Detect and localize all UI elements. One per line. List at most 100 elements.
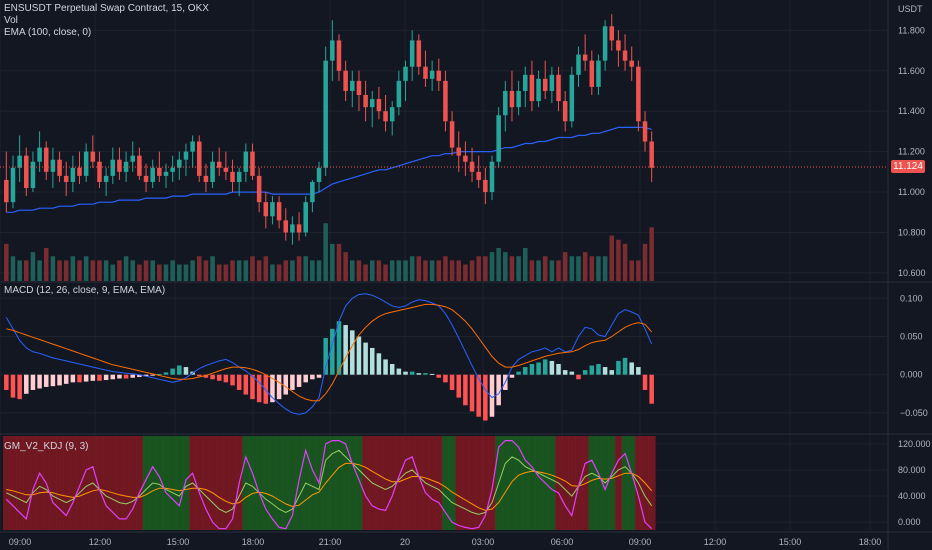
macd-histogram-bar xyxy=(236,374,242,390)
kdj-zone xyxy=(388,436,397,530)
candle-body xyxy=(496,115,501,162)
current-price-badge: 11.124 xyxy=(891,160,925,174)
candle-body xyxy=(290,224,295,233)
kdj-zone xyxy=(528,436,536,530)
volume-bar xyxy=(250,256,255,281)
candle-body xyxy=(183,151,189,160)
macd-histogram-bar xyxy=(556,363,561,375)
kdj-zone xyxy=(342,436,350,530)
volume-bar xyxy=(77,260,82,281)
volume-bar xyxy=(483,256,488,281)
kdj-zone xyxy=(455,436,463,530)
kdj-d-line xyxy=(6,462,653,511)
candle xyxy=(263,192,269,229)
volume-bar xyxy=(150,260,155,281)
candle xyxy=(83,143,89,182)
time-axis-label: 09:00 xyxy=(9,537,32,547)
volume-bar xyxy=(203,260,209,281)
kdj-zone xyxy=(136,436,144,530)
candle-body xyxy=(4,179,9,203)
macd-histogram-bar xyxy=(489,374,495,417)
volume-bar xyxy=(523,248,528,281)
macd-histogram-bar xyxy=(536,362,541,375)
signal-line xyxy=(6,303,653,402)
candle xyxy=(310,179,315,213)
macd-histogram-bar xyxy=(429,373,435,375)
candle-body xyxy=(216,161,222,168)
volume-bar xyxy=(163,264,169,281)
volume-bar xyxy=(330,243,335,281)
kdj-zone xyxy=(202,436,210,530)
candle-body xyxy=(469,161,475,172)
kdj-zone xyxy=(129,436,137,530)
macd-histogram-bar xyxy=(170,368,175,375)
candle xyxy=(629,46,634,81)
ema-label[interactable]: EMA (100, close, 0) xyxy=(4,27,92,38)
macd-histogram-bar xyxy=(123,374,129,379)
candle xyxy=(523,66,528,108)
candle-body xyxy=(270,202,275,217)
volume-bar xyxy=(210,256,215,281)
symbol-title[interactable]: ENSUSDT Perpetual Swap Contract, 15, OKX xyxy=(4,3,209,14)
candle xyxy=(343,60,348,102)
kdj-zone xyxy=(29,436,37,530)
kdj-zone xyxy=(375,436,383,530)
kdj-zone xyxy=(222,436,230,530)
kdj-zone xyxy=(608,436,616,530)
candle xyxy=(57,151,62,182)
candle-body xyxy=(629,60,634,67)
kdj-zone xyxy=(362,436,370,530)
volume-bar xyxy=(469,260,475,281)
candle xyxy=(256,167,262,213)
candle-body xyxy=(283,220,289,233)
macd-histogram-bar xyxy=(83,374,89,382)
kdj-zone xyxy=(209,436,217,530)
candle xyxy=(10,155,16,209)
candle-body xyxy=(449,121,455,148)
candle-body xyxy=(443,80,448,122)
kdj-zone xyxy=(156,436,164,530)
candle-body xyxy=(203,175,209,182)
volume-bar xyxy=(343,252,348,281)
candle-body xyxy=(223,167,229,172)
candle-body xyxy=(350,80,355,91)
candle-body xyxy=(77,167,82,176)
macd-histogram-bar xyxy=(436,374,442,378)
candle xyxy=(163,163,169,189)
candle xyxy=(330,20,335,81)
macd-histogram-bar xyxy=(110,374,116,380)
macd-histogram-bar xyxy=(223,374,229,383)
candle xyxy=(296,212,302,241)
macd-label[interactable]: MACD (12, 26, close, 9, EMA, EMA) xyxy=(4,285,166,296)
volume-bar xyxy=(236,260,242,281)
volume-bar xyxy=(90,260,96,281)
macd-histogram-bar xyxy=(636,367,641,375)
candle xyxy=(283,208,289,241)
volume-bar xyxy=(24,260,29,281)
kdj-label[interactable]: GM_V2_KDJ (9, 3) xyxy=(4,441,89,452)
candle-body xyxy=(409,40,415,67)
candle-body xyxy=(143,175,149,182)
macd-histogram-bar xyxy=(143,374,149,377)
candle-body xyxy=(503,90,508,116)
candle xyxy=(303,196,308,237)
candle-body xyxy=(17,155,22,168)
candle xyxy=(636,60,641,132)
ema-line xyxy=(6,126,652,213)
candle-body xyxy=(177,159,182,168)
volume-bar xyxy=(363,264,368,281)
candle xyxy=(203,163,209,193)
volume-bar xyxy=(63,260,69,281)
time-axis-label: 21:00 xyxy=(319,537,342,547)
candle xyxy=(50,147,56,189)
kdj-zone xyxy=(568,436,576,530)
candle xyxy=(556,66,561,112)
candle-body xyxy=(303,202,308,233)
volume-bar xyxy=(582,252,588,281)
volume-bar xyxy=(356,260,362,281)
candle-body xyxy=(230,171,235,182)
candle xyxy=(529,60,535,112)
candle-body xyxy=(110,159,116,176)
volume-label[interactable]: Vol xyxy=(4,15,18,26)
